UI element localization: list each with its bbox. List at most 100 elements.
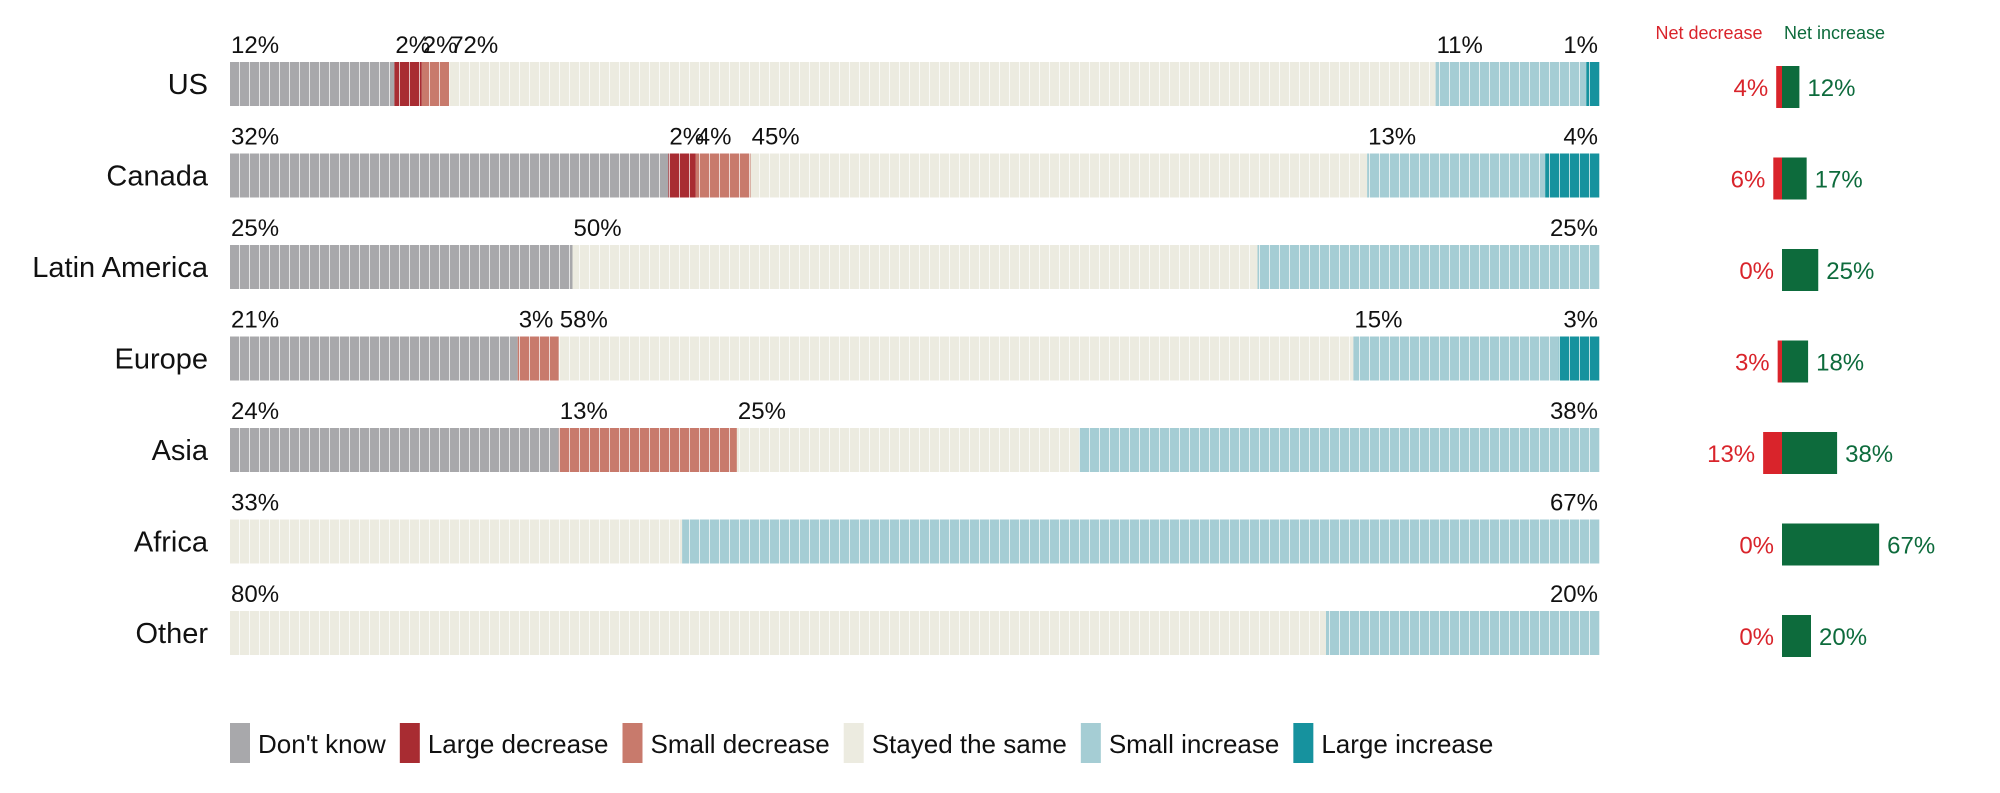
- region-label-africa: Africa: [134, 527, 209, 559]
- net-increase-label-us: 12%: [1807, 75, 1855, 102]
- legend-label-large-increase: Large increase: [1321, 729, 1493, 759]
- legend-label-don-t-know: Don't know: [258, 729, 386, 759]
- segment-label-canada-small-increase: 13%: [1368, 124, 1416, 151]
- net-decrease-label-canada: 6%: [1731, 167, 1766, 194]
- net-increase-label-africa: 67%: [1887, 533, 1935, 560]
- region-labels: US Canada Latin America Europe Asia Africa Oth…: [32, 69, 209, 650]
- bar-segment-texture: [230, 428, 559, 472]
- net-increase-bar-africa: [1782, 523, 1880, 566]
- region-label-us: US: [168, 69, 208, 101]
- bar-segment-texture: [1257, 245, 1600, 289]
- bar-segment-texture: [1558, 336, 1600, 381]
- segment-label-europe-small-increase: 15%: [1354, 307, 1402, 334]
- net-decrease-label-other: 0%: [1739, 624, 1774, 651]
- net-decrease-label-africa: 0%: [1739, 533, 1774, 560]
- segment-label-us-small-increase: 11%: [1437, 32, 1483, 59]
- bar-segment-texture: [1545, 153, 1600, 198]
- net-increase-bar-us: [1782, 66, 1800, 108]
- segment-label-latin-america-don-t-know: 25%: [231, 215, 279, 242]
- bar-segment-texture: [1079, 428, 1600, 472]
- legend-swatch-stayed-the-same: [843, 723, 864, 763]
- legend-swatch-large-increase: [1293, 723, 1314, 763]
- bar-segment-texture: [558, 428, 737, 472]
- legend-label-stayed-the-same: Stayed the same: [872, 729, 1067, 759]
- segment-label-us-large-decrease: 2%: [395, 32, 430, 59]
- segment-label-us-small-decrease: 2%: [423, 32, 458, 59]
- bar-segment-texture: [394, 62, 422, 106]
- bar-segment-texture: [230, 62, 395, 106]
- segment-label-asia-small-increase: 38%: [1550, 398, 1598, 425]
- segment-label-asia-stayed-the-same: 25%: [738, 398, 786, 425]
- segment-label-canada-don-t-know: 32%: [231, 124, 279, 151]
- net-increase-label-europe: 18%: [1816, 350, 1864, 377]
- segment-label-africa-small-increase: 67%: [1550, 490, 1598, 517]
- bar-segment-texture: [1326, 611, 1600, 655]
- net-change-panel: Net decrease Net increase 4% 12% 6% 17% 0% 25…: [1655, 23, 1935, 657]
- bar-segment-texture: [1586, 62, 1600, 106]
- segment-label-canada-large-decrease: 2%: [669, 124, 704, 151]
- region-label-other: Other: [135, 618, 208, 650]
- net-increase-label-other: 20%: [1819, 624, 1867, 651]
- legend-swatch-large-decrease: [399, 723, 420, 763]
- bar-segment-texture: [230, 245, 573, 289]
- segment-label-canada-large-increase: 4%: [1563, 124, 1598, 151]
- segment-label-us-stayed-the-same: 72%: [450, 32, 498, 59]
- segment-label-latin-america-stayed-the-same: 50%: [574, 215, 622, 242]
- net-increase-bar-other: [1782, 615, 1811, 657]
- segment-label-us-large-increase: 1%: [1563, 32, 1598, 59]
- net-decrease-bar-europe: [1777, 340, 1782, 383]
- net-increase-label-latin-america: 25%: [1826, 258, 1874, 285]
- region-label-latin-america: Latin America: [32, 252, 209, 284]
- bar-segment-texture: [750, 153, 1368, 198]
- bar-segment-texture: [695, 153, 751, 198]
- bars: [230, 62, 1600, 655]
- segment-label-other-stayed-the-same: 80%: [231, 581, 279, 608]
- segment-label-africa-stayed-the-same: 33%: [231, 490, 279, 517]
- legend-label-small-increase: Small increase: [1109, 729, 1280, 759]
- bar-segment-texture: [449, 62, 1436, 106]
- net-decrease-label-us: 4%: [1734, 75, 1769, 102]
- segment-labels: 12% 2%2%72% 11% 1%32% 2%4% 45% 13% 4%25% 50% 25%2…: [231, 32, 1598, 608]
- bar-segment-texture: [517, 336, 559, 381]
- net-decrease-bar-canada: [1773, 157, 1782, 200]
- legend-label-small-decrease: Small decrease: [651, 729, 830, 759]
- net-increase-bar-canada: [1782, 157, 1807, 200]
- segment-label-asia-small-decrease: 13%: [560, 398, 608, 425]
- segment-label-canada-stayed-the-same: 45%: [752, 124, 800, 151]
- segment-label-us-don-t-know: 12%: [231, 32, 279, 59]
- legend-swatch-don-t-know: [230, 723, 250, 763]
- bar-segment-texture: [668, 153, 696, 198]
- net-increase-bar-asia: [1782, 432, 1838, 474]
- net-increase-label-canada: 17%: [1815, 167, 1863, 194]
- net-decrease-bar-us: [1776, 66, 1782, 108]
- bar-segment-texture: [230, 611, 1326, 655]
- region-label-asia: Asia: [152, 435, 209, 467]
- segment-label-asia-don-t-know: 24%: [231, 398, 279, 425]
- net-increase-header: Net increase: [1784, 23, 1885, 43]
- segment-label-other-small-increase: 20%: [1550, 581, 1598, 608]
- bar-segment-texture: [736, 428, 1080, 472]
- segment-label-europe-large-increase: 3%: [1563, 307, 1598, 334]
- bar-segment-texture: [572, 245, 1258, 289]
- net-decrease-header: Net decrease: [1655, 23, 1762, 43]
- region-label-europe: Europe: [114, 344, 208, 376]
- bar-segment-texture: [230, 519, 683, 564]
- segment-label-latin-america-small-increase: 25%: [1550, 215, 1598, 242]
- bar-segment-texture: [230, 153, 669, 198]
- bar-segment-texture: [1367, 153, 1546, 198]
- segment-label-europe-don-t-know: 21%: [231, 307, 279, 334]
- net-increase-label-asia: 38%: [1845, 441, 1893, 468]
- region-label-canada: Canada: [106, 161, 208, 193]
- bar-segment-texture: [230, 336, 518, 381]
- bar-segment-texture: [558, 336, 1354, 381]
- legend-label-large-decrease: Large decrease: [428, 729, 609, 759]
- net-increase-bar-europe: [1782, 340, 1809, 383]
- legend-swatch-small-increase: [1080, 723, 1101, 763]
- net-decrease-bar-asia: [1763, 432, 1782, 474]
- segment-label-europe-small-decrease: 3%: [519, 307, 554, 334]
- bar-segment-texture: [421, 62, 450, 106]
- legend-swatch-small-decrease: [622, 723, 643, 763]
- net-decrease-label-asia: 13%: [1707, 441, 1755, 468]
